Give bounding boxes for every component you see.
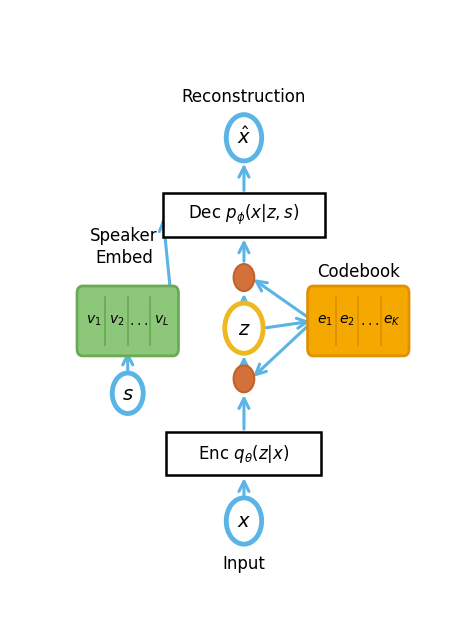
Text: Input: Input [222, 555, 266, 573]
Text: Enc $q_{\theta}(z|x)$: Enc $q_{\theta}(z|x)$ [198, 443, 289, 464]
Text: $...$: $...$ [129, 314, 149, 328]
Text: $x$: $x$ [237, 513, 251, 531]
Circle shape [226, 498, 262, 544]
Text: $s$: $s$ [122, 385, 134, 404]
Text: $v_L$: $v_L$ [154, 314, 169, 328]
FancyBboxPatch shape [167, 432, 321, 475]
Text: $v_1$: $v_1$ [86, 314, 101, 328]
Text: Dec $p_{\phi}(x|z,s)$: Dec $p_{\phi}(x|z,s)$ [188, 203, 299, 227]
FancyBboxPatch shape [163, 193, 325, 237]
Text: $e_2$: $e_2$ [339, 314, 355, 328]
Text: Codebook: Codebook [317, 263, 400, 281]
Text: $e_K$: $e_K$ [383, 314, 401, 328]
FancyBboxPatch shape [307, 286, 409, 356]
Circle shape [226, 115, 262, 161]
Text: $...$: $...$ [360, 314, 379, 328]
Text: $\hat{x}$: $\hat{x}$ [237, 126, 251, 148]
Circle shape [225, 303, 263, 353]
Circle shape [234, 264, 254, 291]
Circle shape [234, 366, 254, 393]
Text: $v_2$: $v_2$ [109, 314, 124, 328]
Text: Reconstruction: Reconstruction [182, 88, 306, 106]
FancyBboxPatch shape [77, 286, 178, 356]
Circle shape [112, 373, 143, 414]
Text: $e_1$: $e_1$ [317, 314, 332, 328]
Text: $z$: $z$ [238, 320, 250, 339]
Text: Speaker
Embed: Speaker Embed [90, 227, 158, 267]
